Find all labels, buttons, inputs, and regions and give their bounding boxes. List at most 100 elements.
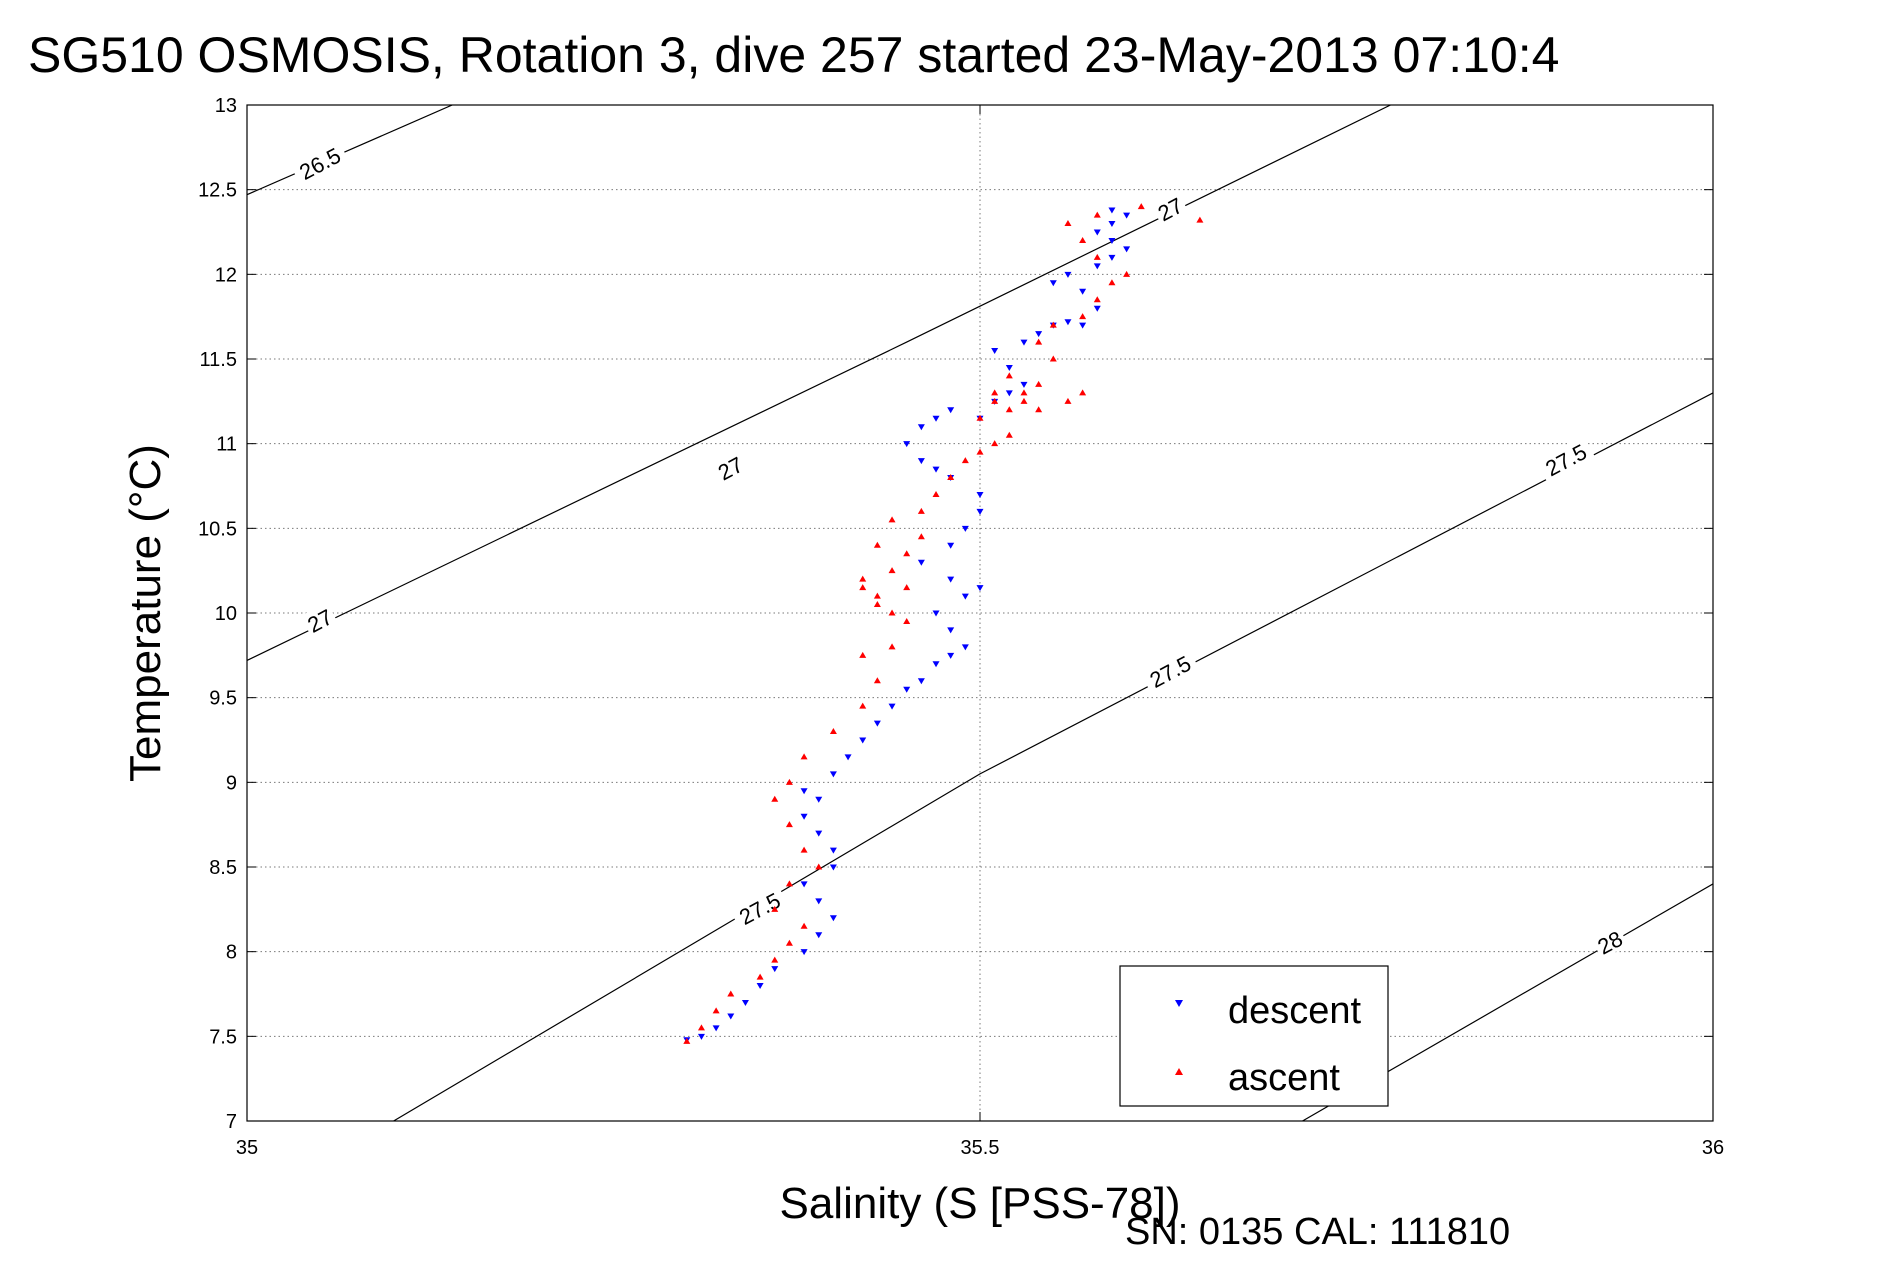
ascent-point (976, 414, 984, 421)
contour-label-group: 27.5 (1535, 435, 1595, 483)
ascent-point (1108, 279, 1116, 286)
descent-point (727, 1013, 735, 1020)
descent-point (1005, 390, 1013, 397)
descent-point (976, 491, 984, 498)
y-tick-label: 9 (226, 772, 237, 794)
contour-label: 27 (303, 604, 336, 638)
ascent-point (1064, 220, 1072, 227)
ascent-point (771, 956, 779, 963)
descent-point (800, 788, 808, 795)
descent-point (844, 754, 852, 761)
y-tick-label: 10.5 (198, 518, 237, 540)
descent-point (829, 915, 837, 922)
contour-label-group: 27.5 (1140, 647, 1200, 694)
ascent-point (903, 550, 911, 557)
descent-point (1123, 212, 1131, 219)
legend-ascent-label: ascent (1228, 1057, 1340, 1099)
descent-point (829, 771, 837, 778)
legend-ascent-marker (1175, 1068, 1183, 1075)
y-tick-label: 13 (215, 95, 237, 117)
descent-point (917, 559, 925, 566)
descent-point (903, 686, 911, 693)
ascent-point (1035, 338, 1043, 345)
x-tick-label: 35 (236, 1137, 258, 1159)
descent-point (1049, 280, 1057, 287)
descent-point (1079, 288, 1087, 295)
descent-point (947, 407, 955, 414)
descent-point (859, 737, 867, 744)
x-axis-label: Salinity (S [PSS-78]) (779, 1179, 1180, 1228)
ascent-point (1196, 216, 1204, 223)
descent-point (932, 415, 940, 422)
descent-point (888, 703, 896, 710)
descent-point (961, 593, 969, 600)
descent-point (917, 458, 925, 465)
ascent-point (888, 609, 896, 616)
ascent-point (1049, 321, 1057, 328)
descent-point (947, 542, 955, 549)
ascent-point (1064, 397, 1072, 404)
y-tick-label: 11.5 (200, 349, 237, 371)
ascent-point (976, 448, 984, 455)
descent-point (917, 678, 925, 685)
descent-point (756, 983, 764, 990)
ascent-point (785, 939, 793, 946)
x-tick-label: 36 (1702, 1137, 1724, 1159)
ascent-point (727, 990, 735, 997)
ascent-point (888, 516, 896, 523)
ascent-point (712, 1007, 720, 1014)
ascent-point (917, 533, 925, 540)
descent-point (1108, 221, 1116, 228)
ascent-point (1049, 355, 1057, 362)
ascent-point (991, 440, 999, 447)
ascent-point (785, 778, 793, 785)
ascent-point (1079, 389, 1087, 396)
descent-point (1093, 305, 1101, 312)
ascent-point (873, 541, 881, 548)
ascent-point (829, 728, 837, 735)
descent-point (1020, 339, 1028, 346)
ascent-point (991, 389, 999, 396)
descent-point (1064, 319, 1072, 326)
y-tick-label: 8.5 (209, 857, 237, 879)
grid-lines (247, 105, 1713, 1121)
descent-point (1093, 229, 1101, 236)
descent-point (815, 830, 823, 837)
ascent-point (697, 1024, 705, 1031)
descent-point (771, 966, 779, 973)
contour-label: 27 (714, 452, 747, 486)
y-tick-label: 10 (215, 603, 237, 625)
descent-point (1005, 364, 1013, 371)
descent-point (815, 932, 823, 939)
chart-title: SG510 OSMOSIS, Rotation 3, dive 257 star… (28, 27, 1559, 83)
contour-label-group: 28 (1590, 923, 1629, 960)
descent-point (947, 576, 955, 583)
ascent-point (873, 592, 881, 599)
ascent-point (903, 584, 911, 591)
descent-point (1108, 254, 1116, 261)
legend-descent-label: descent (1228, 990, 1362, 1032)
contour-label-group: 27 (710, 449, 749, 486)
descent-point (1123, 246, 1131, 253)
descent-point (947, 627, 955, 634)
descent-point (961, 644, 969, 651)
descent-point (903, 441, 911, 448)
legend-descent-marker (1175, 1000, 1183, 1007)
y-axis-label: Temperature (°C) (121, 444, 170, 782)
ascent-point (1079, 313, 1087, 320)
contour-label-group: 27 (1150, 190, 1189, 226)
descent-point (800, 881, 808, 888)
ascent-point (1035, 406, 1043, 413)
descent-point (712, 1025, 720, 1032)
ascent-point (771, 795, 779, 802)
ascent-point (1137, 203, 1145, 210)
descent-point (961, 525, 969, 532)
ascent-point (1005, 372, 1013, 379)
ascent-point (932, 490, 940, 497)
y-tick-label: 12 (215, 264, 237, 286)
ascent-point (1020, 389, 1028, 396)
ascent-point (859, 575, 867, 582)
ascent-point (800, 753, 808, 760)
descent-point (932, 466, 940, 473)
ascent-point (873, 601, 881, 608)
